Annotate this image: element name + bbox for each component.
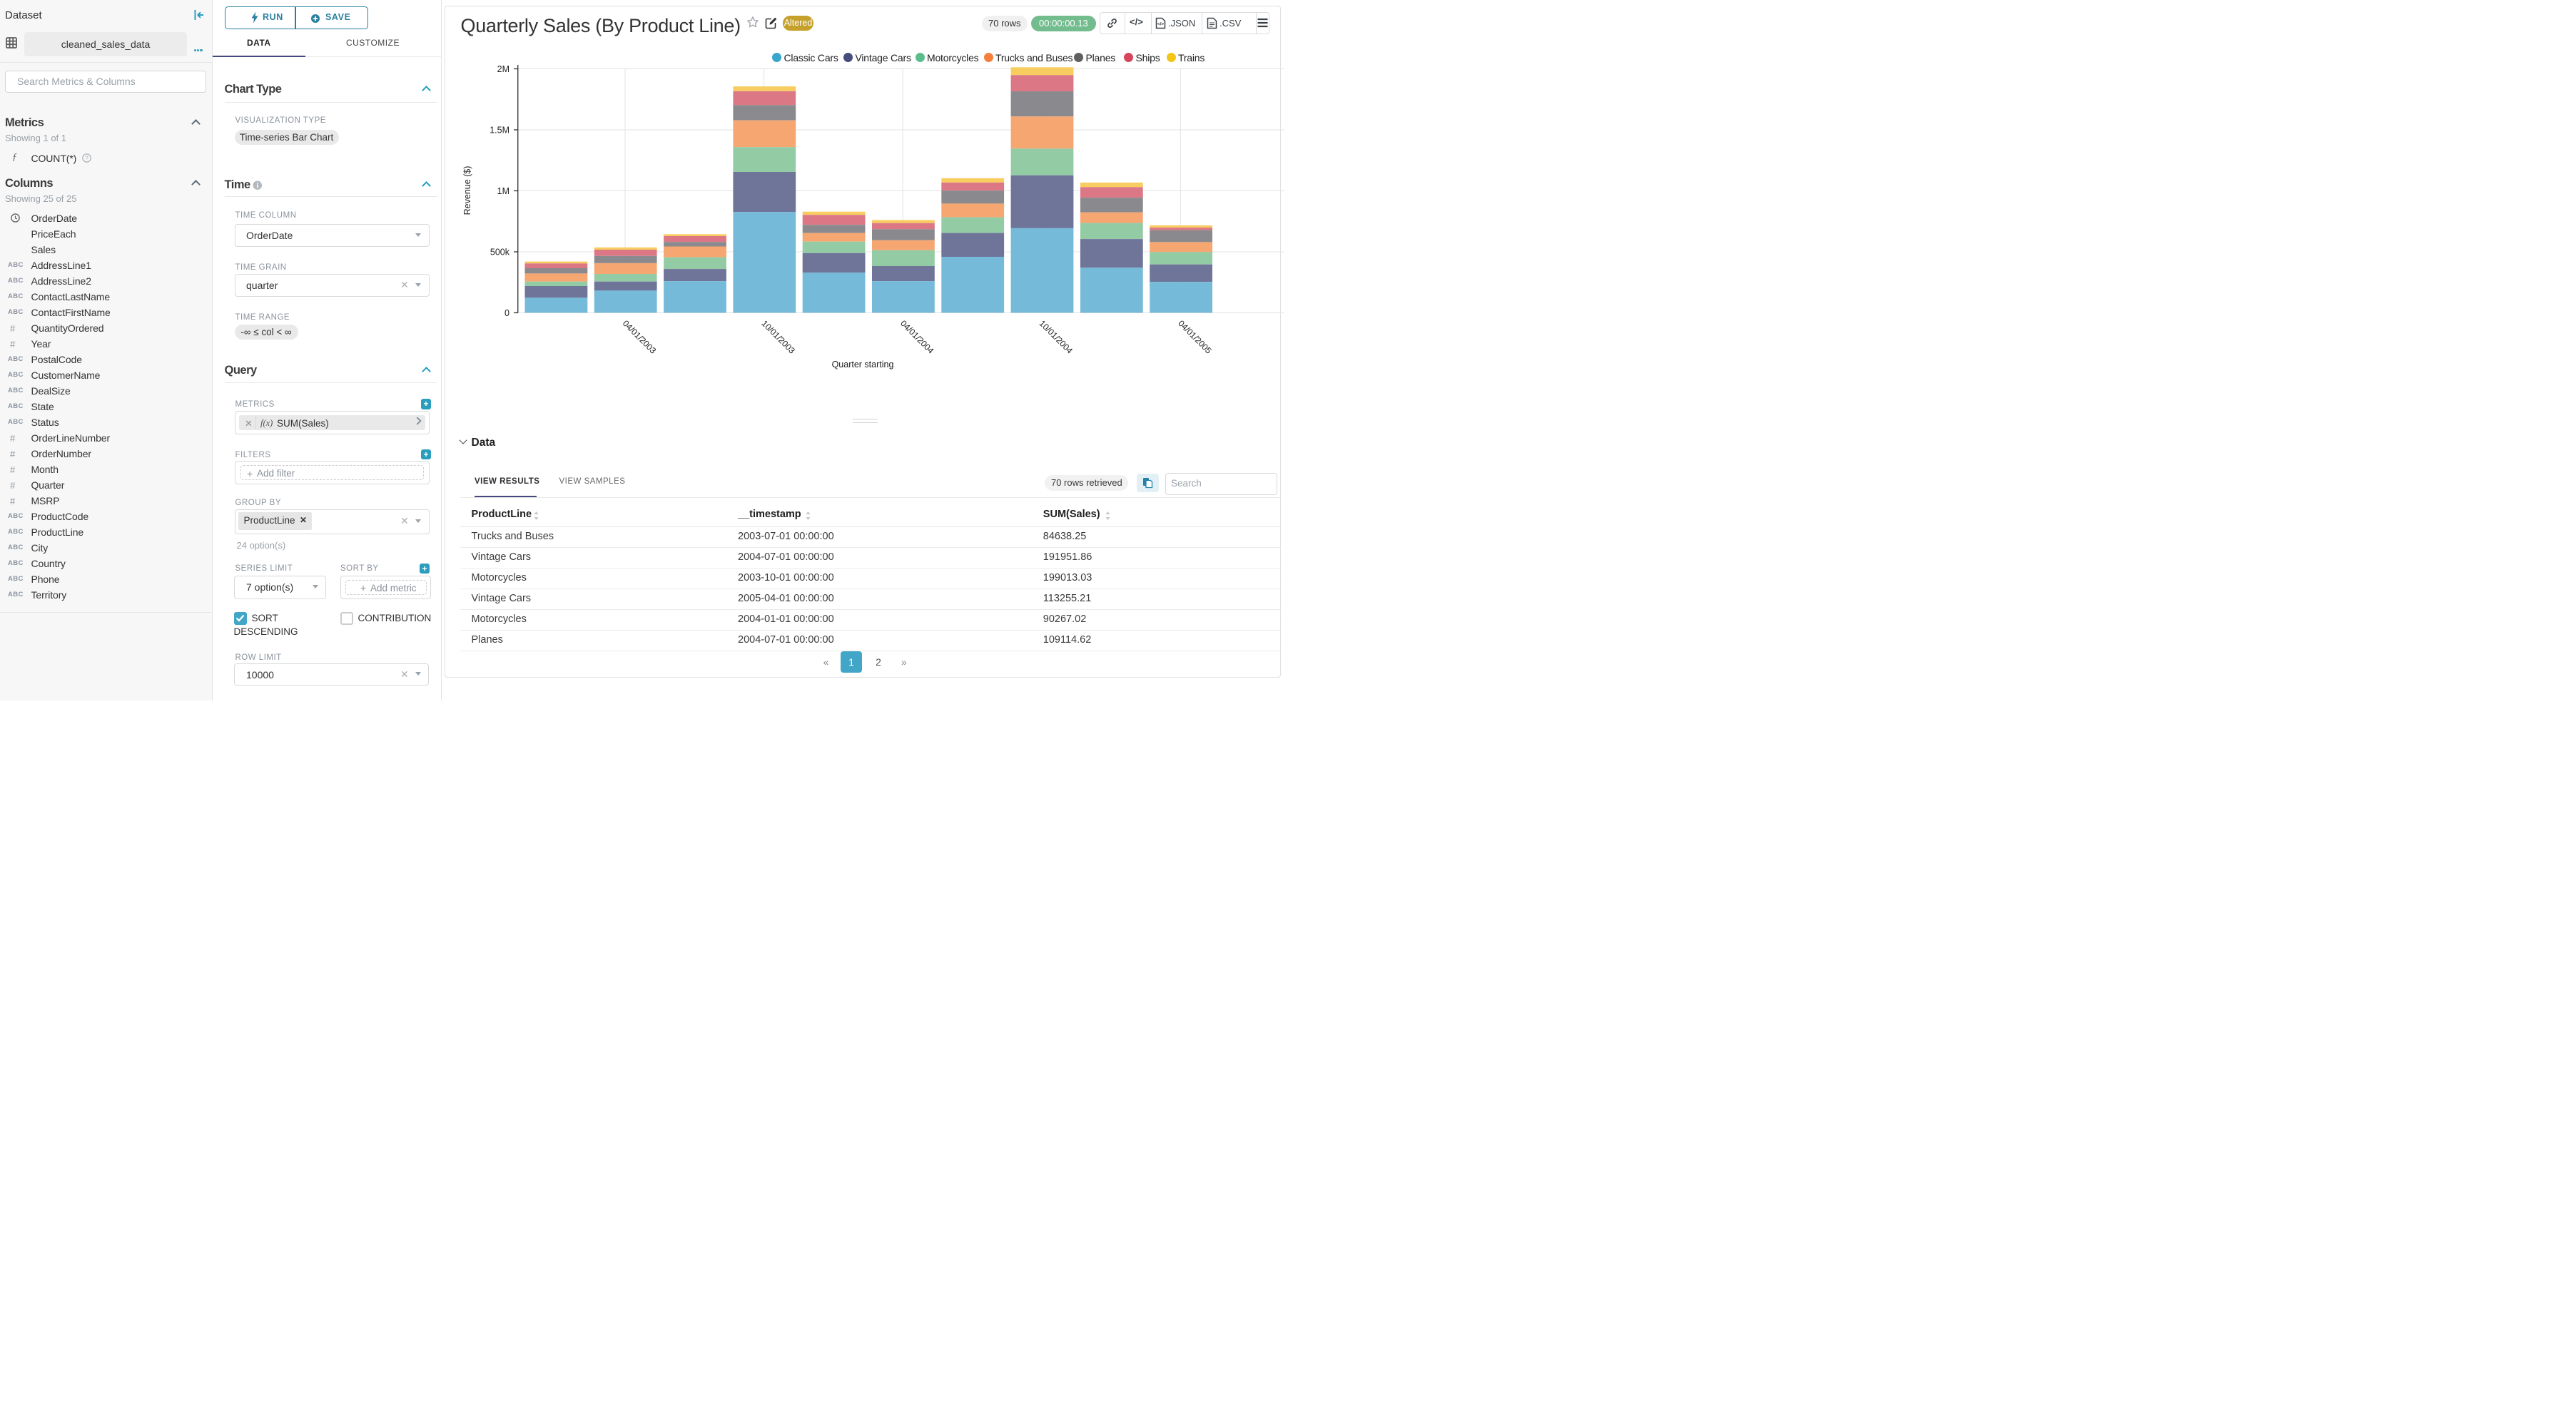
svg-text:04/01/2003: 04/01/2003	[621, 318, 659, 356]
svg-text:0: 0	[504, 308, 509, 318]
svg-text:10/01/2004: 10/01/2004	[1038, 318, 1075, 356]
svg-text:500k: 500k	[490, 248, 510, 258]
svg-text:?: ?	[85, 154, 88, 161]
svg-text:1.5M: 1.5M	[490, 126, 509, 136]
svg-text:</>: </>	[1157, 21, 1165, 26]
svg-text:04/01/2005: 04/01/2005	[1176, 318, 1214, 356]
svg-text:10/01/2003: 10/01/2003	[759, 318, 797, 356]
svg-text:2M: 2M	[497, 64, 509, 74]
svg-text:1M: 1M	[497, 186, 509, 196]
svg-text:Revenue ($): Revenue ($)	[462, 166, 472, 215]
svg-text:04/01/2004: 04/01/2004	[898, 318, 936, 356]
svg-text:Quarter starting: Quarter starting	[832, 360, 894, 370]
